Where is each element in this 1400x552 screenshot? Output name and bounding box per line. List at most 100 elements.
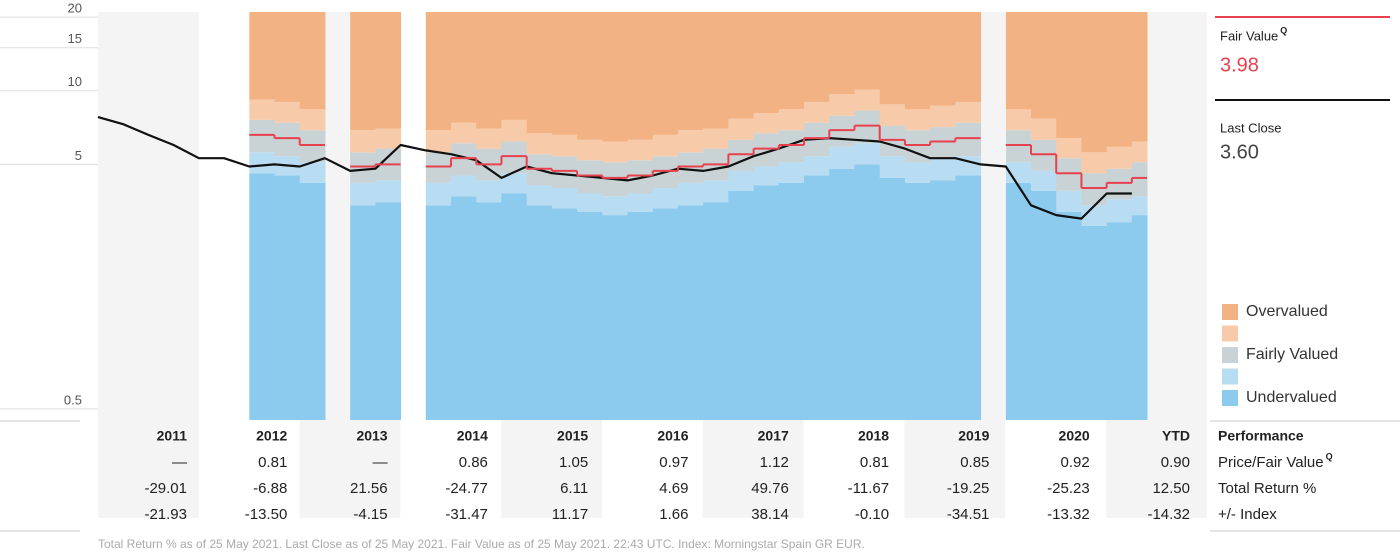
valuation-band — [1081, 205, 1108, 226]
valuation-band — [879, 104, 906, 126]
valuation-band — [778, 162, 805, 183]
valuation-band — [652, 208, 679, 420]
column-header: 2020 — [1059, 428, 1090, 444]
valuation-band — [652, 188, 679, 209]
valuation-band — [652, 134, 679, 157]
plot: 0.5 5 10 15 20 — [0, 1, 1148, 420]
valuation-band — [804, 175, 830, 420]
valuation-band — [451, 196, 477, 420]
table-cell: 0.85 — [960, 454, 989, 471]
valuation-band — [274, 101, 301, 123]
table-cell: -31.47 — [445, 506, 488, 523]
valuation-band — [551, 156, 578, 189]
valuation-band — [551, 208, 578, 420]
table-cell: -34.51 — [947, 506, 990, 523]
last-close: 3.60 — [1220, 141, 1259, 163]
row-label: Price/Fair Value — [1218, 454, 1324, 471]
valuation-band — [1106, 168, 1133, 200]
valuation-band — [602, 215, 629, 420]
table-cell: 49.76 — [751, 480, 789, 497]
table-cell: 21.56 — [350, 480, 388, 497]
valuation-band — [299, 109, 326, 131]
y-tick-label: 15 — [68, 31, 82, 46]
valuation-band — [879, 12, 906, 105]
valuation-band — [299, 182, 326, 420]
valuation-band — [350, 130, 376, 153]
valuation-band — [501, 12, 528, 120]
valuation-band — [299, 162, 326, 183]
valuation-band — [728, 118, 755, 140]
valuation-band — [249, 173, 276, 420]
column-header: 2014 — [457, 428, 488, 444]
valuation-band — [854, 89, 881, 111]
valuation-band — [299, 130, 326, 163]
fair-value: 3.98 — [1220, 54, 1259, 76]
valuation-band — [728, 170, 755, 191]
valuation-band — [577, 193, 603, 212]
valuation-band — [829, 168, 855, 420]
valuation-band — [476, 12, 502, 129]
valuation-band — [425, 130, 452, 153]
price-line — [97, 116, 1132, 220]
valuation-band — [375, 12, 402, 129]
valuation-band — [829, 115, 855, 147]
valuation-band — [804, 101, 830, 123]
valuation-band — [602, 12, 629, 142]
valuation-band — [1106, 199, 1133, 223]
valuation-band — [1031, 118, 1057, 140]
valuation-band — [879, 125, 906, 157]
table-cell: -24.77 — [445, 480, 488, 497]
valuation-band — [627, 12, 654, 140]
valuation-band — [1031, 139, 1057, 171]
row-label: +/- Index — [1218, 506, 1277, 523]
valuation-band — [778, 182, 805, 420]
valuation-band — [476, 180, 502, 203]
legend-label: Overvalued — [1246, 303, 1328, 320]
valuation-band — [677, 152, 704, 183]
valuation-band — [854, 110, 881, 144]
valuation-band — [1005, 182, 1032, 420]
valuation-band — [627, 193, 654, 212]
valuation-band — [602, 196, 629, 216]
valuation-band — [829, 94, 855, 116]
table-cell: 38.14 — [751, 506, 789, 523]
valuation-band — [577, 211, 603, 420]
valuation-band — [804, 156, 830, 176]
valuation-band — [451, 122, 477, 144]
table-cell: 12.50 — [1152, 480, 1190, 497]
table-cell: 6.11 — [560, 480, 588, 497]
valuation-band — [350, 182, 376, 206]
valuation-band — [703, 180, 729, 203]
y-tick-label: 20 — [68, 1, 82, 16]
valuation-band — [1106, 222, 1133, 420]
valuation-band — [955, 122, 982, 157]
column-header: 2013 — [356, 428, 387, 444]
valuation-band — [350, 152, 376, 183]
valuation-band — [1106, 12, 1133, 147]
table-cell: -14.32 — [1147, 506, 1190, 523]
column-header: 2017 — [758, 428, 789, 444]
valuation-band — [476, 202, 502, 420]
valuation-band — [274, 12, 301, 102]
column-header: 2011 — [157, 428, 188, 444]
valuation-band — [526, 12, 553, 134]
table-cell: 1.05 — [559, 454, 588, 471]
table-cell: -4.15 — [353, 506, 387, 523]
table-cell: -25.23 — [1047, 480, 1090, 497]
valuation-band — [879, 156, 906, 178]
valuation-band — [425, 12, 452, 131]
valuation-band — [476, 128, 502, 149]
valuation-band — [350, 12, 376, 131]
valuation-band — [753, 166, 780, 186]
table-cell: -11.67 — [848, 480, 889, 497]
valuation-band — [551, 188, 578, 209]
legend-label: Undervalued — [1246, 389, 1337, 406]
valuation-band — [930, 105, 956, 128]
valuation-band — [930, 158, 956, 181]
valuation-band — [274, 175, 301, 420]
legend-label: Fairly Valued — [1246, 346, 1338, 363]
last-close-label: Last Close — [1220, 120, 1281, 135]
table-cell: -0.10 — [855, 506, 889, 523]
table-cell: 1.66 — [659, 506, 688, 523]
valuation-band — [879, 177, 906, 420]
